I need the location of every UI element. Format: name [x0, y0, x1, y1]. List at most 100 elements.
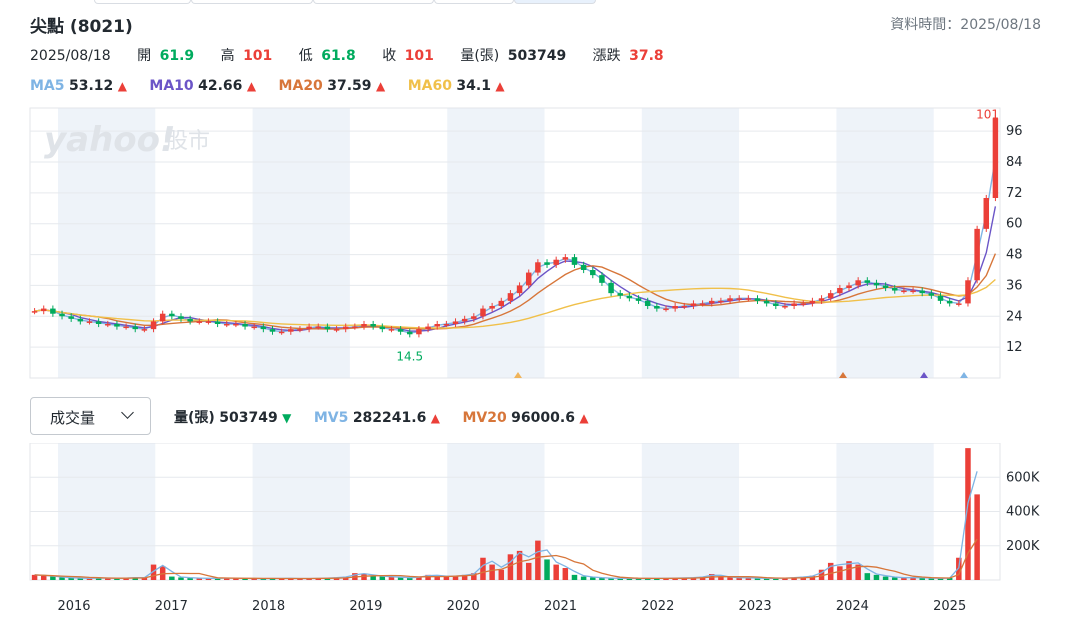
open-value: 61.9 [159, 48, 195, 64]
volume-bar [407, 577, 413, 580]
candle [663, 308, 669, 311]
volume-bar [443, 576, 450, 580]
candle [141, 329, 148, 331]
candle [205, 321, 212, 323]
volume-bar [654, 578, 660, 580]
candle [196, 321, 203, 323]
ma20-value: 37.59 [327, 78, 372, 94]
volume-bar [590, 577, 596, 580]
volume-bar [974, 494, 980, 580]
volume-chart[interactable]: 200K 400K 600K 2016 2017 2018 2019 2020 2021 202… [0, 443, 1065, 638]
vol-item: 量(張) 503749 ▼ [174, 407, 291, 427]
volume-bar [233, 578, 239, 580]
volume-bar [644, 578, 651, 580]
volume-bar [846, 561, 852, 580]
tab-2[interactable] [191, 0, 313, 4]
candle [590, 270, 596, 276]
volume-bar [745, 577, 752, 580]
candle [68, 316, 74, 319]
ma10-value: 42.66 [198, 78, 243, 94]
candle [416, 329, 422, 335]
volume-bar [580, 576, 587, 580]
candle [654, 306, 660, 309]
volume-bar [791, 577, 797, 580]
volume-bar [946, 577, 953, 580]
tab-3[interactable] [313, 0, 434, 4]
volume-bar [672, 577, 678, 580]
ma60-up-icon: ▲ [495, 79, 505, 93]
mv5-item: MV5 282241.6 ▲ [314, 410, 440, 426]
x-tick-label: 2022 [641, 599, 674, 614]
volume-bar [315, 578, 321, 580]
tab-1[interactable] [94, 0, 191, 4]
candle [672, 306, 678, 309]
volume-tick-label: 400K [1006, 505, 1040, 520]
volume-bar [599, 577, 605, 580]
volume-bar [178, 577, 184, 580]
volume-bar [516, 550, 523, 580]
volume-bar [617, 578, 623, 580]
volume-bar [882, 576, 889, 580]
change-value: 37.8 [629, 48, 664, 64]
volume-bar [855, 564, 861, 580]
volume-bar [141, 577, 148, 580]
volume-bar [480, 557, 486, 580]
low-value: 61.8 [321, 48, 356, 64]
candle [480, 308, 486, 317]
candle [699, 303, 706, 305]
volume-bar [114, 578, 120, 580]
candle [379, 326, 386, 330]
volume-bar [452, 575, 459, 580]
volume-bar [818, 569, 825, 580]
x-tick-label: 2019 [349, 599, 382, 614]
volume-bar [388, 576, 395, 580]
mv20-value: 96000.6 [511, 410, 575, 426]
candle [507, 293, 514, 301]
candle [407, 331, 413, 335]
candle [773, 303, 779, 306]
ma20-up-icon: ▲ [376, 79, 386, 93]
candle [681, 306, 688, 308]
volume-bar [169, 576, 175, 580]
volume-bar [196, 578, 203, 580]
candle [132, 326, 138, 330]
ma20-item: MA20 37.59 ▲ [279, 78, 386, 94]
candle [50, 308, 56, 314]
indicator-select[interactable]: 成交量 [30, 397, 151, 435]
candle [946, 300, 953, 304]
candle [269, 329, 276, 332]
candle [352, 326, 358, 329]
year-band [836, 108, 934, 378]
volume-bar [571, 574, 578, 580]
volume-bar [86, 578, 93, 580]
volume-value: 503749 [507, 48, 567, 64]
volume-bar [306, 578, 312, 580]
candle [544, 262, 550, 265]
watermark-product: 股市 [166, 129, 210, 154]
candle [635, 298, 642, 301]
volume-bar [31, 574, 38, 580]
candle [626, 295, 633, 299]
candle [800, 303, 806, 305]
tab-5[interactable] [514, 0, 596, 4]
volume-bar [535, 540, 541, 580]
ma5-item: MA5 53.12 ▲ [30, 78, 127, 94]
price-chart[interactable]: yahoo! 股市 12 24 36 48 60 72 84 96 101 14.5 [0, 100, 1065, 385]
volume-tick-label: 200K [1006, 539, 1040, 554]
volume-bar [132, 577, 138, 580]
vol-label: 量(張) [174, 410, 215, 426]
volume-bar [507, 554, 514, 580]
volume-bar [187, 577, 193, 580]
candle [754, 298, 761, 301]
volume-bar [40, 575, 47, 580]
vol-down-icon: ▼ [282, 411, 292, 425]
candle [178, 316, 184, 319]
candle [919, 290, 925, 294]
event-marker-icon [839, 372, 847, 378]
volume-bar [214, 578, 221, 580]
volume-bar [425, 574, 431, 580]
volume-bar [205, 578, 212, 580]
volume-bar [635, 578, 642, 580]
mv5-label: MV5 [313, 410, 349, 426]
tab-4[interactable] [434, 0, 514, 4]
